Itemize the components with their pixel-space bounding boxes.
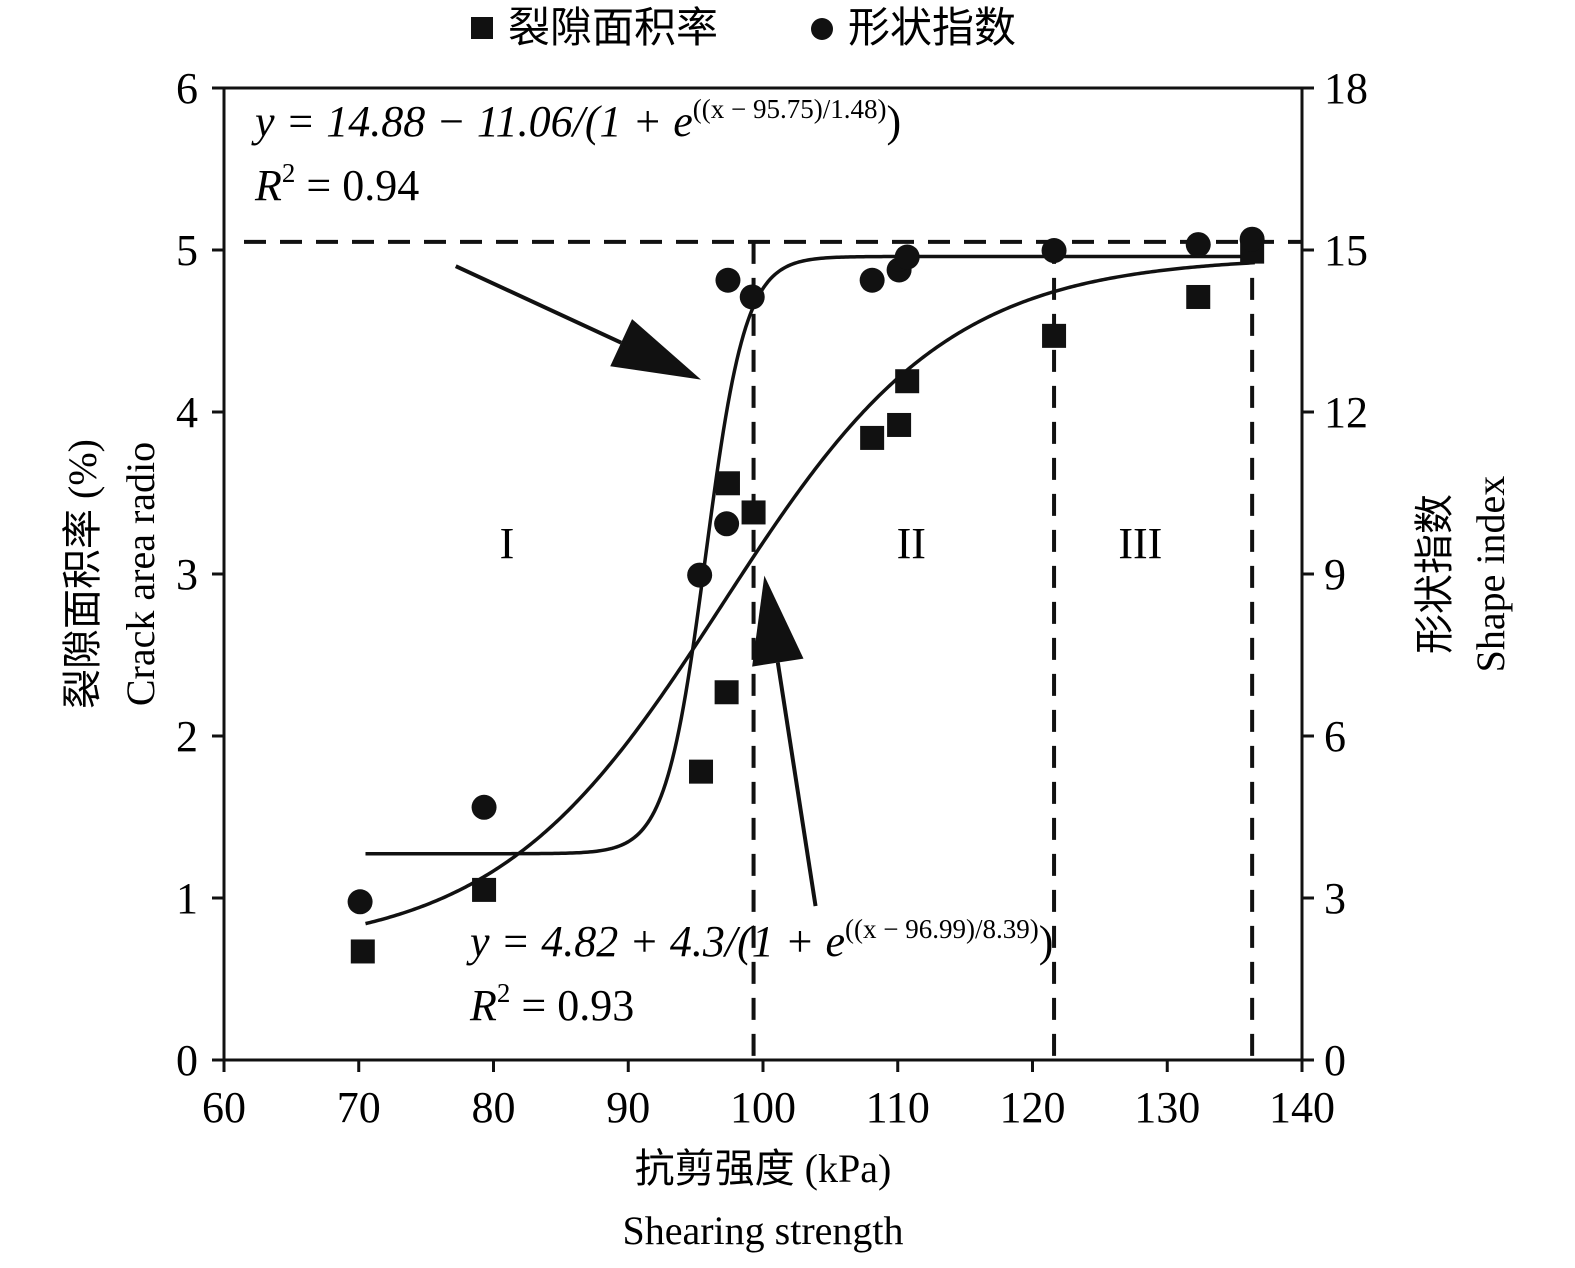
y-left-axis-title-en: Crack area radio [118,442,163,706]
crack-area-point [714,680,739,705]
x-tick-label: 70 [337,1083,381,1132]
y-right-tick-label: 9 [1324,550,1346,599]
y-right-tick-label: 3 [1324,874,1346,923]
shape-index-point [714,511,740,537]
crack-area-point [860,425,885,450]
x-axis-title-cn: 抗剪强度 (kPa) [635,1146,892,1191]
y-left-tick-label: 1 [176,874,198,923]
y-left-tick-label: 3 [176,550,198,599]
y-left-tick-label: 0 [176,1036,198,1085]
legend: 裂隙面积率 形状指数 [471,5,1016,52]
crack-area-point [895,369,920,394]
legend-label-crack-area: 裂隙面积率 [508,5,718,52]
x-tick-label: 90 [606,1083,650,1132]
shape-index-point [1239,226,1265,252]
x-tick-label: 130 [1134,1083,1200,1132]
shape-index-point [347,889,373,915]
shape-index-point [715,267,741,293]
region-labels: I II III [500,519,1163,568]
legend-square-marker [471,17,493,39]
y-right-tick-label: 18 [1324,64,1368,113]
y-left-axis-title-cn: 裂隙面积率 (%) [60,439,105,709]
legend-circle-marker [811,18,833,40]
arrow-head [752,575,804,667]
arrow-head [610,319,702,380]
shape-index-point [1041,238,1067,264]
crack-area-point [1186,284,1211,309]
crack-area-point [1042,323,1067,348]
fit-curve-shape-index [365,254,1255,856]
y-left-tick-label: 6 [176,64,198,113]
y-right-tick-label: 6 [1324,712,1346,761]
y-left-tick-label: 2 [176,712,198,761]
reference-lines [244,239,1302,1060]
shape-index-point [739,284,765,310]
annotation-arrows [454,264,818,907]
shape-index-point [471,794,497,820]
y-right-tick-label: 12 [1324,388,1368,437]
crack-area-point [350,939,375,964]
crack-area-point [715,471,740,496]
x-tick-label: 60 [202,1083,246,1132]
fit-curves [365,254,1255,926]
svg-text:y = 14.88 − 11.06/(1 + e((x −: y = 14.88 − 11.06/(1 + e((x − 95.75)/1.4… [251,94,901,146]
y-right-axis-title-cn: 形状指数 [1412,494,1457,654]
x-tick-label: 140 [1269,1083,1335,1132]
crack-area-point [689,759,714,784]
y-right-tick-label: 0 [1324,1036,1346,1085]
x-tick-label: 110 [866,1083,930,1132]
plot-frame [222,86,1304,1062]
region-label-iii: III [1118,519,1162,568]
x-tick-label: 80 [472,1083,516,1132]
svg-text:R2 = 0.93: R2 = 0.93 [469,978,634,1030]
shape-index-point [859,267,885,293]
x-tick-label: 120 [1000,1083,1066,1132]
crack-area-point [472,877,497,902]
fit-equation-shape-index: y = 14.88 − 11.06/(1 + e((x − 95.75)/1.4… [251,94,901,210]
fit-equation-crack-area: y = 4.82 + 4.3/(1 + e((x − 96.99)/8.39))… [466,914,1053,1030]
eq1-close: ) [886,97,901,146]
eq2-main: y = 4.82 + 4.3/(1 + e [466,917,845,966]
region-label-ii: II [897,519,926,568]
eq1-r2: 0.94 [342,161,419,210]
shape-index-point [1185,232,1211,258]
data-points [347,226,1265,964]
eq2-r2: 0.93 [557,981,634,1030]
fit-curve-crack-area [365,260,1255,926]
region-label-i: I [500,519,515,568]
crack-area-point [887,412,912,437]
y-left-tick-label: 5 [176,226,198,275]
eq2-close: ) [1039,917,1054,966]
svg-text:y = 4.82 + 4.3/(1 + e((x − 96.: y = 4.82 + 4.3/(1 + e((x − 96.99)/8.39)) [466,914,1053,966]
arrow-shaft [454,264,622,345]
svg-text:R2 = 0.94: R2 = 0.94 [254,158,419,210]
y-right-axis-title-en: Shape index [1468,476,1513,673]
crack-area-point [741,500,766,525]
shape-index-point [687,562,713,588]
eq2-sup: ((x − 96.99)/8.39) [845,914,1039,944]
y-right-tick-label: 15 [1324,226,1368,275]
arrow-shaft [775,662,818,907]
x-axis-title-en: Shearing strength [622,1208,903,1253]
shape-index-point [894,244,920,270]
eq1-main: y = 14.88 − 11.06/(1 + e [251,97,693,146]
x-tick-label: 100 [730,1083,796,1132]
legend-label-shape-index: 形状指数 [848,6,1016,52]
eq1-sup: ((x − 95.75)/1.48) [693,94,887,124]
y-left-tick-label: 4 [176,388,198,437]
